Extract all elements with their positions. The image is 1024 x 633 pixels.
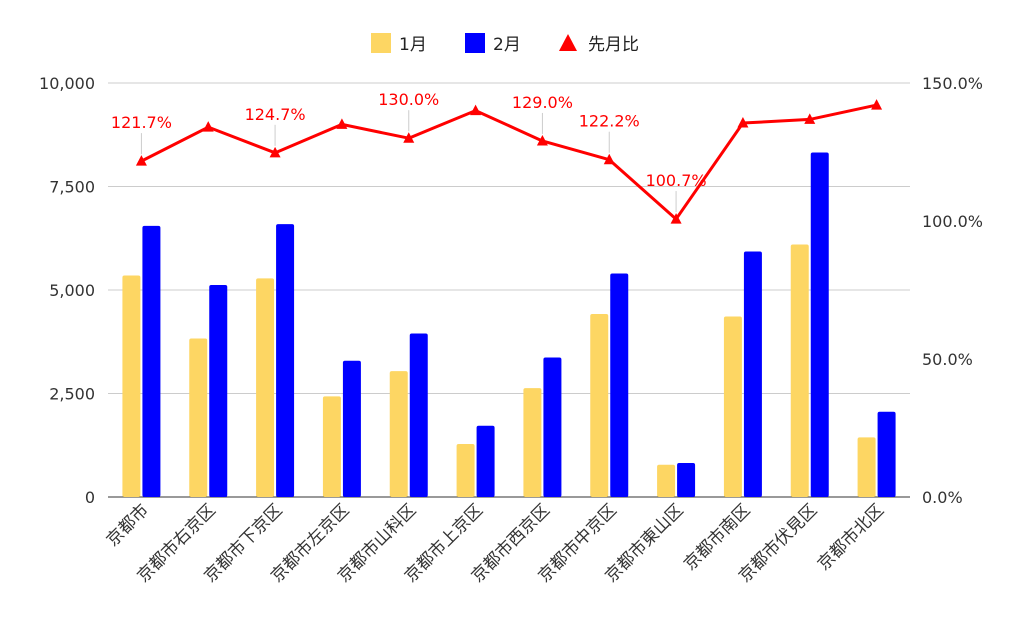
bar-feb — [476, 425, 495, 497]
bar-jan — [590, 314, 609, 497]
bar-feb — [677, 463, 696, 497]
left-tick-label: 2,500 — [49, 385, 95, 404]
bar-jan — [389, 371, 408, 497]
ratio-line — [135, 99, 883, 224]
left-tick-label: 10,000 — [39, 74, 95, 93]
ratio-marker — [470, 104, 482, 116]
legend-label-jan: 1月 — [399, 35, 427, 55]
bar-feb — [342, 360, 361, 497]
right-axis: 0.0% 50.0% 100.0% 150.0% — [922, 74, 983, 507]
left-tick-label: 5,000 — [49, 281, 95, 300]
bar-jan — [657, 464, 676, 497]
legend: 1月 2月 先月比 — [371, 33, 639, 55]
bar-feb — [209, 285, 228, 497]
right-tick-label: 150.0% — [922, 74, 983, 93]
bar-jan — [456, 444, 475, 497]
bar-feb — [276, 224, 295, 497]
data-label: 121.7% — [111, 113, 172, 132]
ratio-marker — [536, 134, 548, 146]
legend-label-ratio: 先月比 — [588, 35, 639, 55]
data-labels: 121.7% 124.7% 130.0% 129.0% 122.2% 100.7% — [111, 90, 707, 213]
bar-feb — [877, 411, 896, 497]
ratio-marker — [202, 121, 214, 132]
left-tick-label: 7,500 — [49, 178, 95, 197]
data-label: 130.0% — [378, 90, 439, 109]
left-axis: 0 2,500 5,000 7,500 10,000 — [39, 74, 95, 507]
bar-jan — [723, 316, 742, 497]
bars — [122, 152, 896, 497]
bar-jan — [790, 244, 809, 497]
bar-feb — [543, 357, 562, 497]
bar-jan — [523, 388, 542, 497]
gridlines — [108, 82, 910, 498]
ratio-marker — [603, 153, 615, 165]
category-label: 京都市 — [103, 500, 153, 550]
data-label: 100.7% — [646, 171, 707, 190]
legend-triangle-marker — [559, 34, 577, 51]
bar-jan — [322, 396, 341, 497]
bar-jan — [256, 278, 275, 497]
bar-feb — [610, 273, 629, 497]
data-label: 124.7% — [245, 105, 306, 124]
legend-label-feb: 2月 — [493, 35, 521, 55]
right-tick-label: 100.0% — [922, 212, 983, 231]
ratio-marker — [269, 146, 281, 158]
ratio-line-path — [140, 103, 877, 221]
ratio-marker — [871, 99, 883, 110]
ratio-marker — [737, 117, 749, 128]
legend-swatch-jan — [371, 33, 391, 53]
ratio-marker — [135, 155, 147, 166]
category-labels: 京都市京都市右京区京都市下京区京都市左京区京都市山科区京都市上京区京都市西京区京… — [103, 500, 888, 586]
bar-feb — [142, 225, 161, 497]
right-tick-label: 0.0% — [922, 488, 963, 507]
right-tick-label: 50.0% — [922, 350, 973, 369]
bar-feb — [743, 251, 762, 497]
ratio-marker — [804, 113, 816, 124]
ratio-marker — [403, 132, 415, 143]
ratio-marker — [670, 213, 682, 224]
bar-jan — [122, 275, 141, 497]
bar-jan — [857, 437, 876, 497]
bar-feb — [409, 333, 428, 497]
legend-swatch-feb — [465, 33, 485, 53]
ratio-marker — [336, 118, 348, 129]
left-tick-label: 0 — [85, 488, 95, 507]
category-label: 京都市北区 — [814, 500, 888, 574]
data-label: 122.2% — [579, 112, 640, 131]
bar-feb — [810, 152, 829, 497]
bar-jan — [189, 338, 208, 497]
data-label: 129.0% — [512, 93, 573, 112]
